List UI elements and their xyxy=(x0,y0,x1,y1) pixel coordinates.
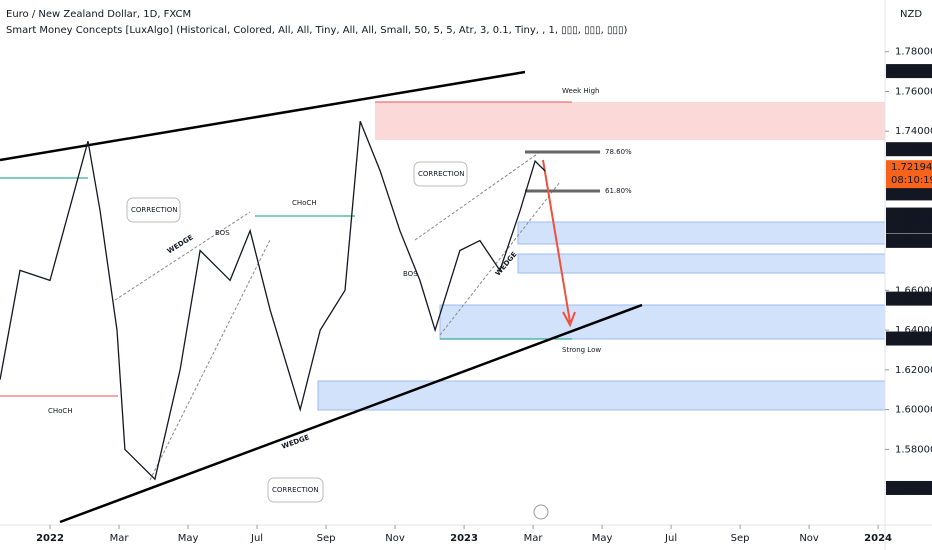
last-price-tag xyxy=(886,160,932,189)
replay-icon[interactable] xyxy=(533,504,549,520)
price-tag-label: 1.65582 xyxy=(891,294,932,305)
price-tag-label: 1.73097 xyxy=(891,144,932,155)
supply-zone xyxy=(375,102,885,140)
y-tick-label: 1.66000 xyxy=(895,285,932,296)
y-tick-label: 1.60000 xyxy=(895,405,932,416)
demand-zone xyxy=(317,380,886,411)
demand-zone xyxy=(517,221,886,245)
indicator: Smart Money Concepts [LuxAlgo] (Historic… xyxy=(6,25,627,36)
price-line xyxy=(0,121,546,481)
wedge-line xyxy=(114,211,251,301)
fib-label: 78.60% xyxy=(605,148,632,156)
wedge-line xyxy=(439,181,561,336)
x-tick-label: Sep xyxy=(731,533,750,544)
price-tag xyxy=(886,480,932,495)
price-tag xyxy=(886,142,932,157)
price-tag-label: 1.56060 xyxy=(891,483,932,494)
callout-text: CORRECTION xyxy=(272,486,319,494)
callout xyxy=(413,161,468,187)
x-tick-label: Jul xyxy=(664,533,677,544)
x-tick-label: 2023 xyxy=(450,533,478,544)
x-tick-label: Mar xyxy=(110,533,130,544)
price-tag xyxy=(886,219,932,234)
y-tick-label: 1.78000 xyxy=(895,47,932,58)
price-tag xyxy=(886,186,932,201)
demand-zone xyxy=(439,304,886,340)
price-tag xyxy=(886,331,932,346)
callout xyxy=(126,197,181,223)
x-tick-label: Nov xyxy=(385,533,405,544)
x-tick-label: May xyxy=(592,533,613,544)
last-price-label: 1.72194 xyxy=(891,162,932,173)
y-tick-label: 1.58000 xyxy=(895,444,932,455)
x-tick-label: 2024 xyxy=(864,533,892,544)
bos-label: BOS xyxy=(403,270,418,278)
choch-label: CHoCH xyxy=(48,407,73,415)
callout-text: CORRECTION xyxy=(131,206,178,214)
price-tag-label: 1.68486 xyxy=(891,236,932,247)
y-tick-label: 1.74000 xyxy=(895,126,932,137)
x-tick-label: 2022 xyxy=(36,533,64,544)
price-tag-label: 1.70873 xyxy=(891,188,932,199)
price-tag xyxy=(886,291,932,306)
callout xyxy=(267,477,324,503)
y-tick-label: 1.64000 xyxy=(895,325,932,336)
price-tag xyxy=(886,207,932,222)
price-tag-label: 1.77025 xyxy=(891,66,932,77)
x-tick-label: Sep xyxy=(317,533,336,544)
fib-label: 61.80% xyxy=(605,187,632,195)
wedge-line xyxy=(414,151,541,241)
x-tick-label: Nov xyxy=(799,533,819,544)
countdown: 08:10:19 xyxy=(891,175,932,186)
price-tag-label: 1.63575 xyxy=(891,334,932,345)
callout-text: CORRECTION xyxy=(418,170,465,178)
demand-zone xyxy=(517,253,886,274)
price-tag xyxy=(886,233,932,248)
y-tick-label: 1.62000 xyxy=(895,365,932,376)
level-label: Strong Low xyxy=(562,346,601,354)
y-tick-label: 1.76000 xyxy=(895,86,932,97)
trend-line xyxy=(59,303,643,524)
x-tick-label: May xyxy=(178,533,199,544)
level-label: Week High xyxy=(562,87,600,95)
x-tick-label: Jul xyxy=(250,533,263,544)
choch-label: CHoCH xyxy=(292,199,317,207)
price-tag-label: 1.69809 xyxy=(891,210,932,221)
projection-arrow xyxy=(542,159,576,328)
currency: NZD xyxy=(900,9,922,20)
bos-label: BOS xyxy=(215,229,230,237)
price-tag xyxy=(886,64,932,79)
title: Euro / New Zealand Dollar, 1D, FXCM xyxy=(6,9,191,20)
x-tick-label: Mar xyxy=(524,533,544,544)
price-tag-label: 1.69211 xyxy=(891,221,932,232)
